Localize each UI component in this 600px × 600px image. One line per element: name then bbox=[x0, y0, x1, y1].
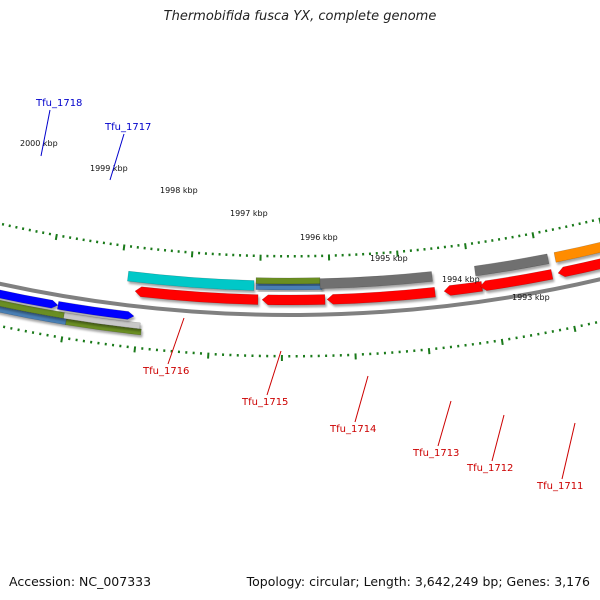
backbone-ring bbox=[0, 277, 600, 317]
map-title: Thermobifida fusca YX, complete genome bbox=[163, 9, 437, 24]
gene-leader-line bbox=[109, 133, 125, 181]
tick-label: 1998 kbp bbox=[160, 186, 198, 195]
tick-mark-inner bbox=[531, 232, 535, 239]
gene-label: Tfu_1716 bbox=[142, 366, 189, 377]
tick-mark-inner bbox=[21, 227, 25, 231]
tick-mark-outer bbox=[427, 348, 431, 355]
gene-leader-line bbox=[437, 400, 452, 447]
gene-leader-line bbox=[491, 414, 505, 462]
tick-mark-inner bbox=[464, 243, 467, 250]
feature-cds-reverse bbox=[479, 269, 554, 291]
tick-mark-inner bbox=[551, 228, 555, 231]
gene-leader-line bbox=[167, 317, 185, 365]
tick-mark-inner bbox=[585, 220, 588, 224]
tick-mark-inner bbox=[558, 226, 561, 230]
tick-mark-inner bbox=[565, 225, 568, 229]
tick-mark-outer bbox=[573, 325, 577, 333]
gene-leader-line bbox=[561, 422, 576, 480]
tick-mark-inner bbox=[571, 223, 575, 227]
tick-label: 2000 kbp bbox=[20, 139, 58, 148]
gene-label: Tfu_1712 bbox=[466, 463, 513, 474]
feature-cog-gray bbox=[319, 271, 433, 289]
gene-label: Tfu_1714 bbox=[329, 424, 376, 435]
tick-mark-outer bbox=[500, 338, 504, 346]
feature-cog-orange bbox=[553, 242, 600, 263]
tick-mark-outer bbox=[60, 336, 64, 343]
gene-leader-line bbox=[40, 109, 51, 157]
gene-leader-line bbox=[354, 375, 369, 423]
gene-label: Tfu_1718 bbox=[35, 98, 82, 109]
tick-label: 1994 kbp bbox=[442, 275, 480, 284]
accession-text: Accession: NC_007333 bbox=[9, 574, 152, 589]
tick-mark-inner bbox=[578, 222, 581, 226]
feature-cds-reverse bbox=[261, 294, 326, 306]
genome-summary-text: Topology: circular; Length: 3,642,249 bp… bbox=[246, 574, 590, 589]
feature-cog-gray bbox=[474, 253, 550, 277]
tick-label: 1999 kbp bbox=[90, 164, 128, 173]
gene-label: Tfu_1713 bbox=[412, 448, 459, 459]
tick-mark-inner bbox=[1, 222, 5, 226]
gene-label: Tfu_1711 bbox=[536, 481, 583, 492]
feature-cog-olive bbox=[255, 277, 321, 285]
tick-mark-inner bbox=[122, 244, 126, 251]
tick-mark-outer bbox=[133, 346, 137, 353]
feature-cog-lightgray bbox=[63, 312, 141, 330]
tick-mark-outer bbox=[587, 322, 591, 326]
tick-label: 1996 kbp bbox=[300, 233, 338, 242]
tick-mark-outer bbox=[580, 324, 583, 328]
tick-label: 1993 kbp bbox=[512, 293, 550, 302]
tick-mark-outer bbox=[594, 321, 598, 324]
tick-mark-outer bbox=[2, 325, 6, 329]
feature-cds-reverse bbox=[557, 258, 600, 278]
tick-label: 1997 kbp bbox=[230, 209, 268, 218]
tick-mark-inner bbox=[8, 224, 11, 228]
tick-label: 1995 kbp bbox=[370, 254, 408, 263]
tick-mark-inner bbox=[15, 225, 18, 229]
tick-mark-inner bbox=[591, 219, 595, 223]
tick-mark-inner bbox=[54, 233, 58, 241]
gene-label: Tfu_1717 bbox=[104, 122, 151, 133]
feature-cog-steelblue bbox=[255, 283, 323, 291]
feature-cds-reverse bbox=[134, 286, 259, 305]
gene-leader-line bbox=[266, 350, 282, 396]
feature-cds-forward bbox=[57, 301, 135, 320]
gene-label: Tfu_1715 bbox=[241, 397, 288, 408]
feature-cog-cyan bbox=[127, 270, 255, 291]
feature-cds-forward bbox=[0, 289, 59, 309]
feature-cds-reverse bbox=[326, 286, 436, 305]
